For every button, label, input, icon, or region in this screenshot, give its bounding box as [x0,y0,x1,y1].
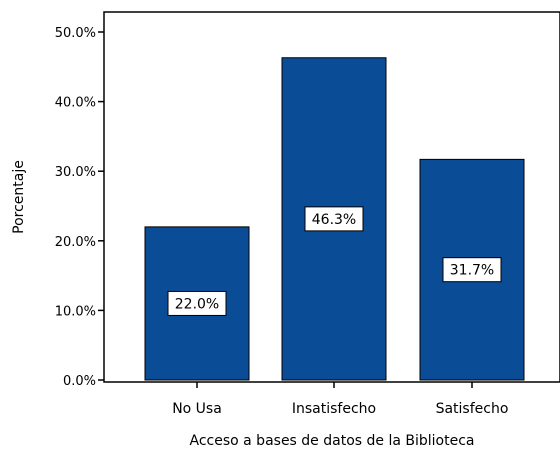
x-axis-title: Acceso a bases de datos de la Biblioteca [190,433,475,449]
plot-frame [103,11,560,383]
y-axis: 0.0% 10.0% 20.0% 30.0% 40.0% 50.0% [55,26,104,389]
y-tick-label: 0.0% [63,374,96,389]
bars-group: 22.0% 46.3% 31.7% [144,57,525,381]
data-label: 46.3% [312,212,356,228]
x-tick-label: No Usa [172,401,222,417]
data-label-box [167,290,227,316]
data-label-box [304,206,364,232]
y-tick-label: 50.0% [55,26,96,41]
x-tick-label: Satisfecho [436,401,509,417]
data-label: 31.7% [450,263,494,279]
data-label: 22.0% [175,296,219,312]
y-tick-label: 10.0% [55,304,96,319]
y-tick-label: 40.0% [55,96,96,111]
y-tick-label: 20.0% [55,235,96,250]
data-label-box [442,257,502,283]
y-axis-title: Porcentaje [11,160,27,234]
x-axis: No Usa Insatisfecho Satisfecho [172,382,508,417]
x-tick-label: Insatisfecho [292,401,376,417]
y-tick-label: 30.0% [55,165,96,180]
